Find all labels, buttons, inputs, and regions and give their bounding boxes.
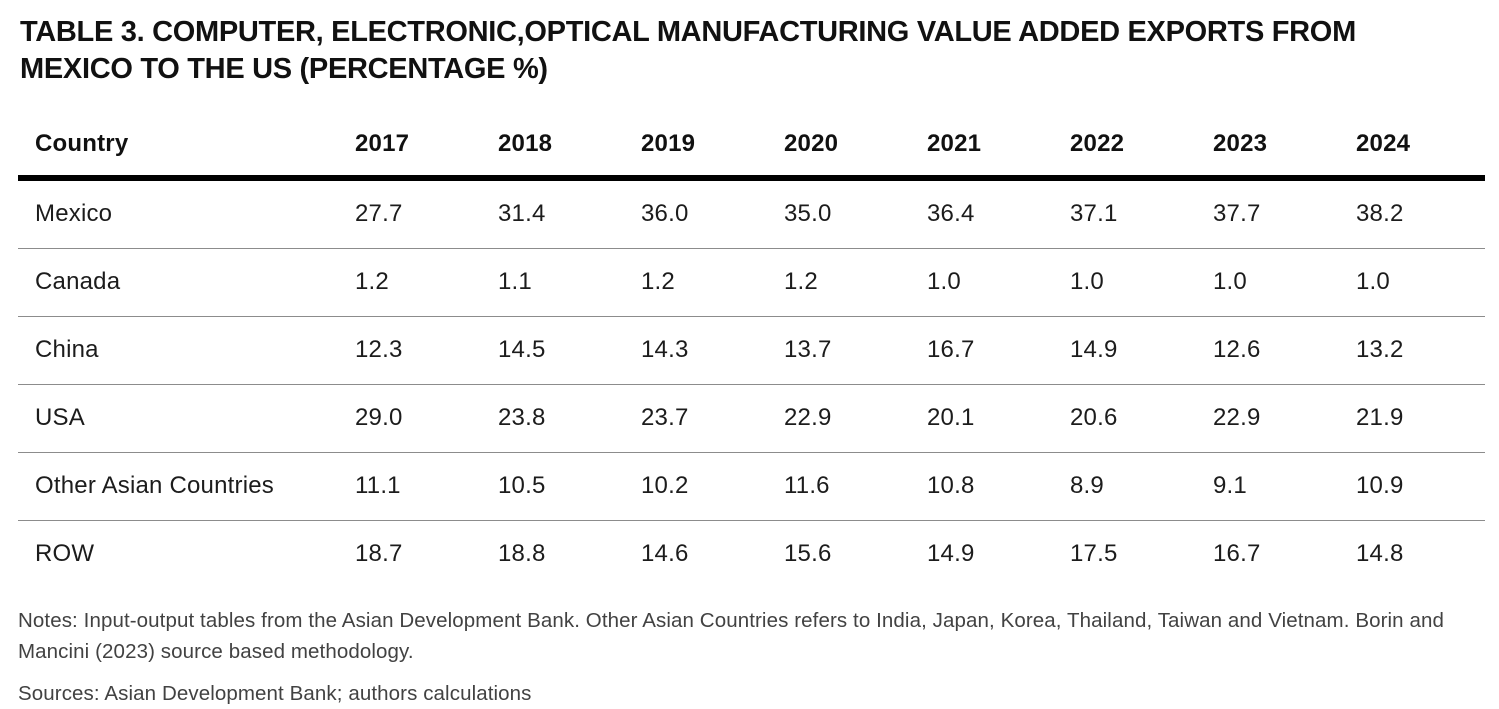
table-title: TABLE 3. COMPUTER, ELECTRONIC,OPTICAL MA… [20,16,1356,85]
cell-value: 1.0 [1356,268,1390,295]
table-row-usa: USA 29.0 23.8 23.7 22.9 20.1 20.6 22.9 2… [18,385,1485,453]
cell-value: 10.8 [927,472,975,499]
sources-text: Sources: Asian Development Bank; authors… [18,682,532,705]
cell-value: 14.9 [927,540,975,567]
row-label: USA [35,404,85,431]
cell-value: 13.2 [1356,336,1404,363]
table-row-canada: Canada 1.2 1.1 1.2 1.2 1.0 1.0 1.0 1.0 [18,249,1485,317]
cell-value: 38.2 [1356,200,1404,227]
column-header-2017: 2017 [355,130,410,157]
cell-value: 16.7 [1213,540,1261,567]
cell-value: 1.0 [1213,268,1247,295]
cell-value: 29.0 [355,404,403,431]
cell-value: 20.6 [1070,404,1118,431]
table-row-china: China 12.3 14.5 14.3 13.7 16.7 14.9 12.6… [18,317,1485,385]
cell-value: 35.0 [784,200,832,227]
cell-value: 1.1 [498,268,532,295]
cell-value: 18.7 [355,540,403,567]
cell-value: 27.7 [355,200,403,227]
cell-value: 31.4 [498,200,546,227]
cell-value: 8.9 [1070,472,1104,499]
cell-value: 14.8 [1356,540,1404,567]
cell-value: 14.9 [1070,336,1118,363]
cell-value: 37.1 [1070,200,1118,227]
cell-value: 20.1 [927,404,975,431]
column-header-2019: 2019 [641,130,696,157]
header-row: Country 2017 2018 2019 2020 2021 2022 20… [18,114,1485,178]
table-row-other-asian-countries: Other Asian Countries 11.1 10.5 10.2 11.… [18,453,1485,521]
cell-value: 12.6 [1213,336,1261,363]
cell-value: 1.2 [784,268,818,295]
cell-value: 11.6 [784,472,830,499]
column-header-2018: 2018 [498,130,553,157]
row-label: Mexico [35,200,113,227]
cell-value: 37.7 [1213,200,1261,227]
cell-value: 9.1 [1213,472,1247,499]
cell-value: 1.0 [927,268,961,295]
cell-value: 10.2 [641,472,689,499]
column-header-2023: 2023 [1213,130,1268,157]
row-label: Canada [35,268,121,295]
cell-value: 18.8 [498,540,546,567]
value-added-exports-table: Country 2017 2018 2019 2020 2021 2022 20… [18,114,1485,588]
cell-value: 10.9 [1356,472,1404,499]
table-row-mexico: Mexico 27.7 31.4 36.0 35.0 36.4 37.1 37.… [18,178,1485,249]
cell-value: 13.7 [784,336,832,363]
column-header-2022: 2022 [1070,130,1125,157]
cell-value: 14.3 [641,336,689,363]
cell-value: 10.5 [498,472,546,499]
cell-value: 36.0 [641,200,689,227]
cell-value: 12.3 [355,336,403,363]
cell-value: 11.1 [355,472,401,499]
notes-text: Notes: Input-output tables from the Asia… [18,609,1444,663]
cell-value: 17.5 [1070,540,1118,567]
cell-value: 21.9 [1356,404,1404,431]
row-label: Other Asian Countries [35,472,274,499]
table-body: Mexico 27.7 31.4 36.0 35.0 36.4 37.1 37.… [18,178,1485,588]
row-label: China [35,336,99,363]
cell-value: 1.2 [641,268,675,295]
cell-value: 1.2 [355,268,389,295]
table-row-row: ROW 18.7 18.8 14.6 15.6 14.9 17.5 16.7 1… [18,521,1485,589]
cell-value: 23.8 [498,404,546,431]
cell-value: 14.6 [641,540,689,567]
column-header-2021: 2021 [927,130,982,157]
cell-value: 23.7 [641,404,689,431]
cell-value: 14.5 [498,336,546,363]
table-header: Country 2017 2018 2019 2020 2021 2022 20… [18,114,1485,178]
column-header-2020: 2020 [784,130,839,157]
cell-value: 15.6 [784,540,832,567]
cell-value: 16.7 [927,336,975,363]
cell-value: 1.0 [1070,268,1104,295]
column-header-country: Country [35,130,129,157]
cell-value: 22.9 [784,404,832,431]
column-header-2024: 2024 [1356,130,1411,157]
row-label: ROW [35,540,95,567]
cell-value: 36.4 [927,200,975,227]
cell-value: 22.9 [1213,404,1261,431]
